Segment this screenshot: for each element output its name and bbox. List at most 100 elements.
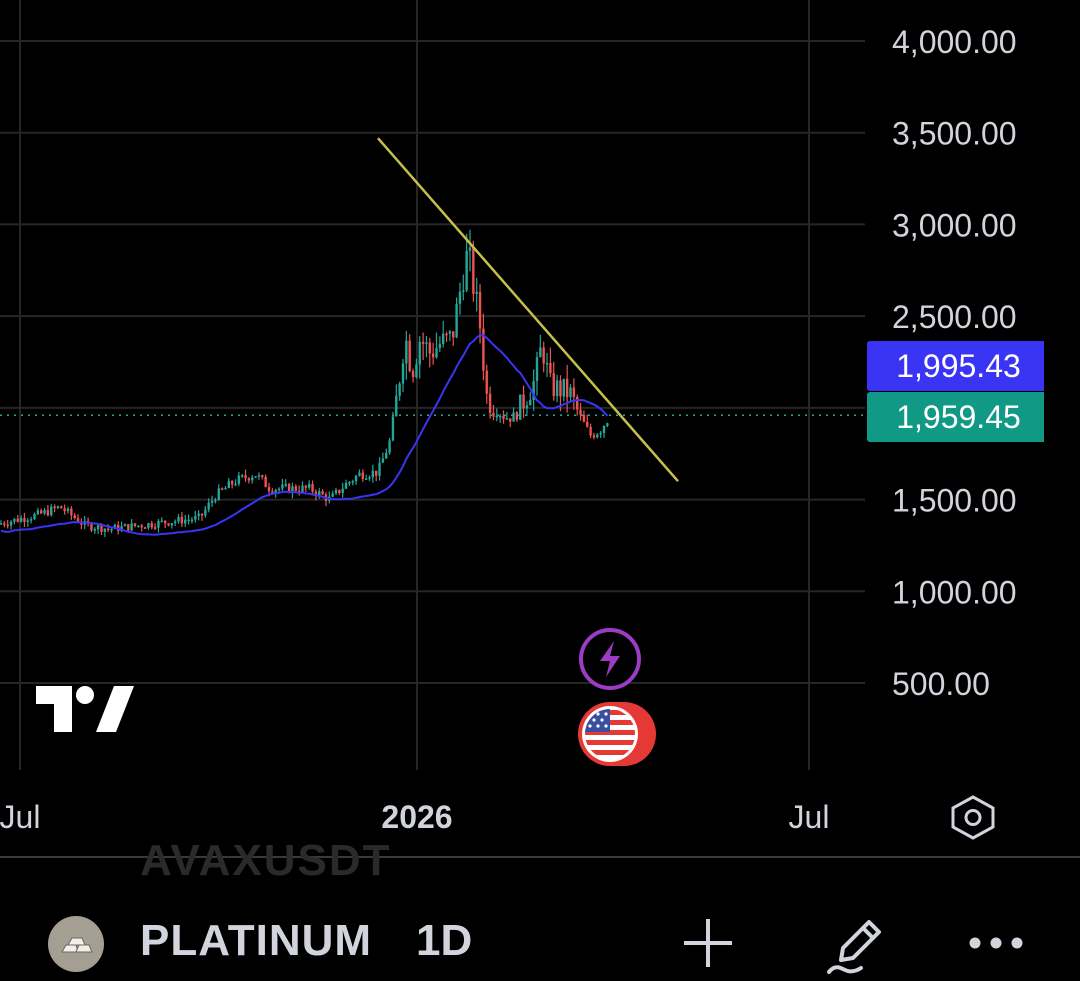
candle-body bbox=[103, 528, 107, 532]
candle-body bbox=[344, 482, 348, 489]
price-tick-label: 1,500.00 bbox=[892, 483, 1017, 519]
candle-body bbox=[73, 515, 76, 519]
candle-body bbox=[428, 342, 431, 354]
candle-body bbox=[284, 484, 287, 486]
candle-body bbox=[445, 333, 448, 336]
candle-body bbox=[411, 371, 415, 378]
candle-body bbox=[385, 452, 388, 459]
candle-body bbox=[123, 524, 127, 527]
candle-body bbox=[153, 527, 157, 529]
time-tick-label: Jul bbox=[789, 799, 830, 835]
candle-body bbox=[472, 247, 475, 294]
event-flash-marker[interactable] bbox=[579, 628, 641, 690]
candle-body bbox=[6, 524, 9, 527]
candle-body bbox=[552, 373, 555, 397]
add-button[interactable] bbox=[670, 905, 746, 981]
tradingview-logo bbox=[36, 686, 134, 732]
plus-icon bbox=[684, 919, 732, 967]
candle-body bbox=[160, 520, 163, 523]
interval-selector[interactable]: 1D bbox=[416, 916, 473, 965]
candle-body bbox=[308, 483, 311, 488]
candle-body bbox=[515, 412, 519, 420]
candle-body bbox=[53, 506, 56, 509]
candle-body bbox=[137, 525, 140, 528]
candle-body bbox=[147, 523, 150, 528]
trend-line bbox=[377, 137, 679, 483]
candle-body bbox=[170, 523, 174, 526]
moving-average-line bbox=[0, 334, 609, 536]
price-axis: 4,000.00 3,500.00 3,000.00 2,500.00 1,500.00… bbox=[892, 24, 1017, 702]
candle-body bbox=[304, 485, 308, 488]
candle-body bbox=[448, 331, 452, 334]
candle-body bbox=[341, 488, 344, 493]
candle-body bbox=[36, 510, 40, 514]
price-chart[interactable]: 4,000.00 3,500.00 3,000.00 2,500.00 1,500.00… bbox=[0, 0, 1080, 860]
candle-body bbox=[297, 490, 301, 493]
candle-body bbox=[174, 521, 177, 524]
candle-body bbox=[207, 502, 210, 510]
candle-body bbox=[505, 418, 509, 420]
candle-body bbox=[93, 529, 96, 531]
candle-body bbox=[180, 516, 184, 524]
candle-body bbox=[56, 506, 60, 508]
lightning-icon bbox=[600, 641, 620, 677]
previous-symbol-ghost: AVAXUSDT bbox=[140, 836, 392, 885]
more-dots-icon bbox=[969, 937, 1023, 949]
candle-body bbox=[488, 393, 492, 413]
candle-body bbox=[217, 488, 220, 500]
candle-body bbox=[498, 415, 502, 418]
candle-body bbox=[294, 486, 297, 491]
candle-body bbox=[29, 519, 33, 521]
candle-body bbox=[321, 491, 324, 495]
candle-body bbox=[529, 399, 532, 406]
candle-body bbox=[405, 340, 408, 364]
candle-body bbox=[19, 518, 23, 522]
candle-body bbox=[509, 418, 512, 422]
drawing-tools-button[interactable] bbox=[818, 905, 894, 981]
candle-body bbox=[348, 482, 351, 484]
platinum-bars-icon[interactable] bbox=[48, 916, 104, 972]
candle-body bbox=[274, 490, 277, 494]
candle-body bbox=[140, 525, 143, 528]
candle-body bbox=[50, 506, 53, 516]
candle-body bbox=[63, 508, 66, 512]
candle-body bbox=[381, 458, 385, 463]
candle-body bbox=[66, 508, 70, 512]
candle-body bbox=[599, 432, 602, 435]
candle-body bbox=[80, 522, 83, 525]
candle-body bbox=[408, 340, 411, 372]
candle-body bbox=[247, 478, 251, 481]
candle-body bbox=[46, 510, 50, 516]
more-button[interactable] bbox=[958, 905, 1034, 981]
ma-value-badge: 1,995.43 bbox=[867, 341, 1044, 391]
candle-body bbox=[143, 527, 147, 529]
candle-body bbox=[425, 342, 428, 344]
candle-body bbox=[371, 470, 375, 478]
candle-body bbox=[549, 362, 552, 374]
candle-body bbox=[331, 493, 334, 497]
candle-body bbox=[398, 383, 401, 396]
candle-body bbox=[127, 524, 130, 531]
price-tick-label: 3,000.00 bbox=[892, 207, 1017, 243]
candle-body bbox=[358, 472, 361, 477]
chart-settings-button[interactable] bbox=[951, 795, 995, 840]
candle-body bbox=[465, 250, 468, 291]
candle-body bbox=[512, 412, 515, 422]
candle-body bbox=[495, 415, 498, 418]
candle-body bbox=[220, 488, 224, 490]
candle-body bbox=[60, 506, 63, 509]
candle-body bbox=[271, 491, 274, 494]
symbol-name[interactable]: PLATINUM bbox=[140, 916, 373, 965]
candle-body bbox=[364, 478, 368, 481]
candle-body bbox=[565, 378, 569, 398]
candle-body bbox=[120, 526, 123, 531]
candle-body bbox=[70, 508, 73, 516]
candle-body bbox=[267, 487, 271, 492]
candle-body bbox=[452, 331, 455, 338]
candle-body bbox=[200, 513, 204, 516]
last-price-badge: 1,959.45 bbox=[867, 392, 1044, 442]
candle-body bbox=[492, 412, 495, 417]
event-economic-marker[interactable] bbox=[578, 702, 656, 766]
candle-body bbox=[100, 525, 103, 532]
candle-body bbox=[13, 518, 16, 522]
